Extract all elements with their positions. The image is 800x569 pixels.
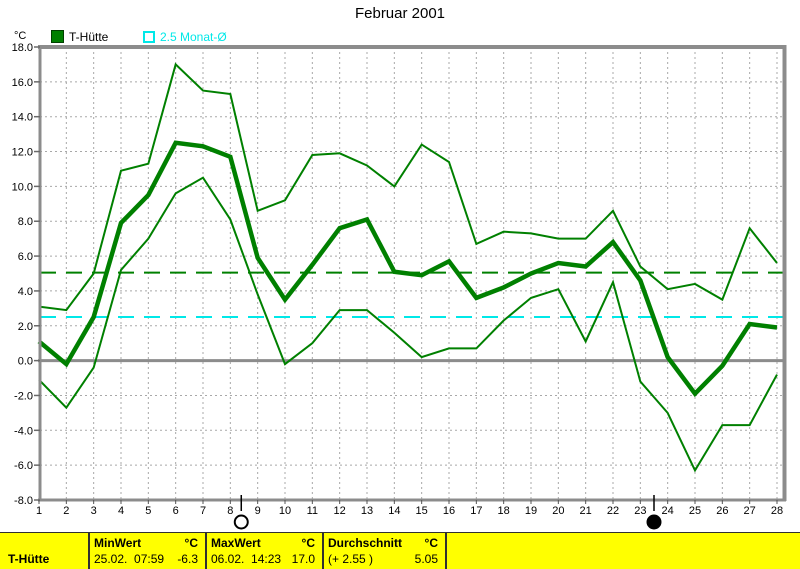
x-tick-label: 15	[416, 505, 428, 517]
x-tick-label: 16	[443, 505, 455, 517]
y-tick-label: -8.0	[14, 495, 33, 507]
y-tick-label: 16.0	[12, 77, 33, 89]
minwert-header: MinWert	[94, 536, 142, 550]
statusbar-divider	[88, 533, 90, 569]
statusbar-divider	[205, 533, 207, 569]
x-tick-label: 3	[91, 505, 97, 517]
x-tick-label: 1	[36, 505, 42, 517]
new-moon-icon	[646, 514, 662, 530]
t-huette-swatch-icon	[51, 30, 64, 43]
x-tick-label: 22	[607, 505, 619, 517]
legend-label: 2.5 Monat-Ø	[160, 30, 227, 44]
x-tick-label: 10	[279, 505, 291, 517]
y-tick-label: 4.0	[18, 286, 33, 298]
y-tick-label: 18.0	[12, 42, 33, 54]
maxwert-unit: °C	[301, 536, 315, 550]
minwert-unit: °C	[184, 536, 198, 550]
x-tick-label: 5	[145, 505, 151, 517]
temperature-chart: 18.0 16.0 14.0 12.0 10.0 8.0 6.0 4.0 2.0 0.0 -2.0 -…	[12, 42, 787, 530]
temperature-series	[37, 62, 778, 473]
maxwert-reading: 17.0	[291, 552, 315, 566]
y-tick-label: -2.0	[14, 390, 33, 402]
y-tick-label: 2.0	[18, 321, 33, 333]
legend-item-monat-mittel: 2.5 Monat-Ø	[143, 30, 227, 44]
x-tick-label: 7	[200, 505, 206, 517]
durchschnitt-reading: 5.05	[414, 552, 438, 566]
x-tick-label: 17	[470, 505, 482, 517]
legend-item-t-huette: T-Hütte	[51, 30, 108, 44]
y-tick-label: 14.0	[12, 112, 33, 124]
durchschnitt-panel: Durchschnitt °C (+ 2.55 ) 5.05	[324, 533, 445, 569]
minwert-reading: -6.3	[177, 552, 198, 566]
x-tick-label: 18	[498, 505, 510, 517]
maxwert-panel: MaxWert °C 06.02. 14:23 17.0	[207, 533, 322, 569]
series-line-t-h-tte-maximum	[38, 62, 778, 312]
chart-title: Februar 2001	[354, 5, 446, 22]
x-tick-label: 20	[552, 505, 564, 517]
durchschnitt-anomaly: (+ 2.55 )	[328, 552, 374, 566]
y-tick-label: 6.0	[18, 251, 33, 263]
x-tick-label: 8	[227, 505, 233, 517]
x-tick-label: 23	[634, 505, 646, 517]
x-tick-label: 13	[361, 505, 373, 517]
series-line-t-h-tte-mittel	[37, 140, 778, 398]
x-tick-label: 4	[118, 505, 124, 517]
x-axis: 1 2 3 4 5 6 7 8 9 10 11 12 13 14 15 16 17 18 19 20 21 22 23 24 2…	[36, 500, 783, 517]
y-tick-label: -6.0	[14, 460, 33, 472]
y-tick-label: 0.0	[18, 356, 33, 368]
y-axis: 18.0 16.0 14.0 12.0 10.0 8.0 6.0 4.0 2.0 0.0 -2.0 -…	[12, 42, 40, 507]
y-tick-label: -4.0	[14, 425, 33, 437]
series-line-t-h-tte-minimum	[38, 176, 778, 473]
y-tick-label: 8.0	[18, 216, 33, 228]
legend-label: T-Hütte	[69, 30, 109, 44]
maxwert-header: MaxWert	[211, 536, 261, 550]
statusbar-divider	[445, 533, 447, 569]
y-axis-unit-label: °C	[14, 30, 27, 42]
full-moon-icon	[233, 514, 249, 530]
x-tick-label: 6	[173, 505, 179, 517]
x-tick-label: 28	[771, 505, 783, 517]
moon-markers	[233, 495, 662, 530]
x-tick-label: 14	[388, 505, 400, 517]
minwert-panel: MinWert °C 25.02. 07:59 -6.3	[90, 533, 205, 569]
x-tick-label: 2	[63, 505, 69, 517]
x-tick-label: 21	[580, 505, 592, 517]
y-tick-label: 12.0	[12, 147, 33, 159]
x-tick-label: 26	[716, 505, 728, 517]
x-tick-label: 19	[525, 505, 537, 517]
maxwert-timestamp: 06.02. 14:23	[211, 552, 282, 566]
x-tick-label: 12	[334, 505, 346, 517]
station-name: T-Hütte	[8, 552, 50, 566]
y-tick-label: 10.0	[12, 181, 33, 193]
x-tick-label: 11	[307, 505, 318, 517]
durchschnitt-unit: °C	[424, 536, 438, 550]
monat-mittel-swatch-icon	[143, 31, 155, 43]
reference-lines	[40, 271, 784, 319]
durchschnitt-header: Durchschnitt	[328, 536, 403, 550]
plot-frame	[38, 45, 787, 502]
minwert-timestamp: 25.02. 07:59	[94, 552, 165, 566]
x-tick-label: 9	[255, 505, 261, 517]
x-tick-label: 25	[689, 505, 701, 517]
x-tick-label: 24	[662, 505, 674, 517]
x-tick-label: 27	[744, 505, 756, 517]
statusbar-divider	[322, 533, 324, 569]
status-bar: T-Hütte MinWert °C 25.02. 07:59 -6.3 Max…	[0, 532, 800, 569]
